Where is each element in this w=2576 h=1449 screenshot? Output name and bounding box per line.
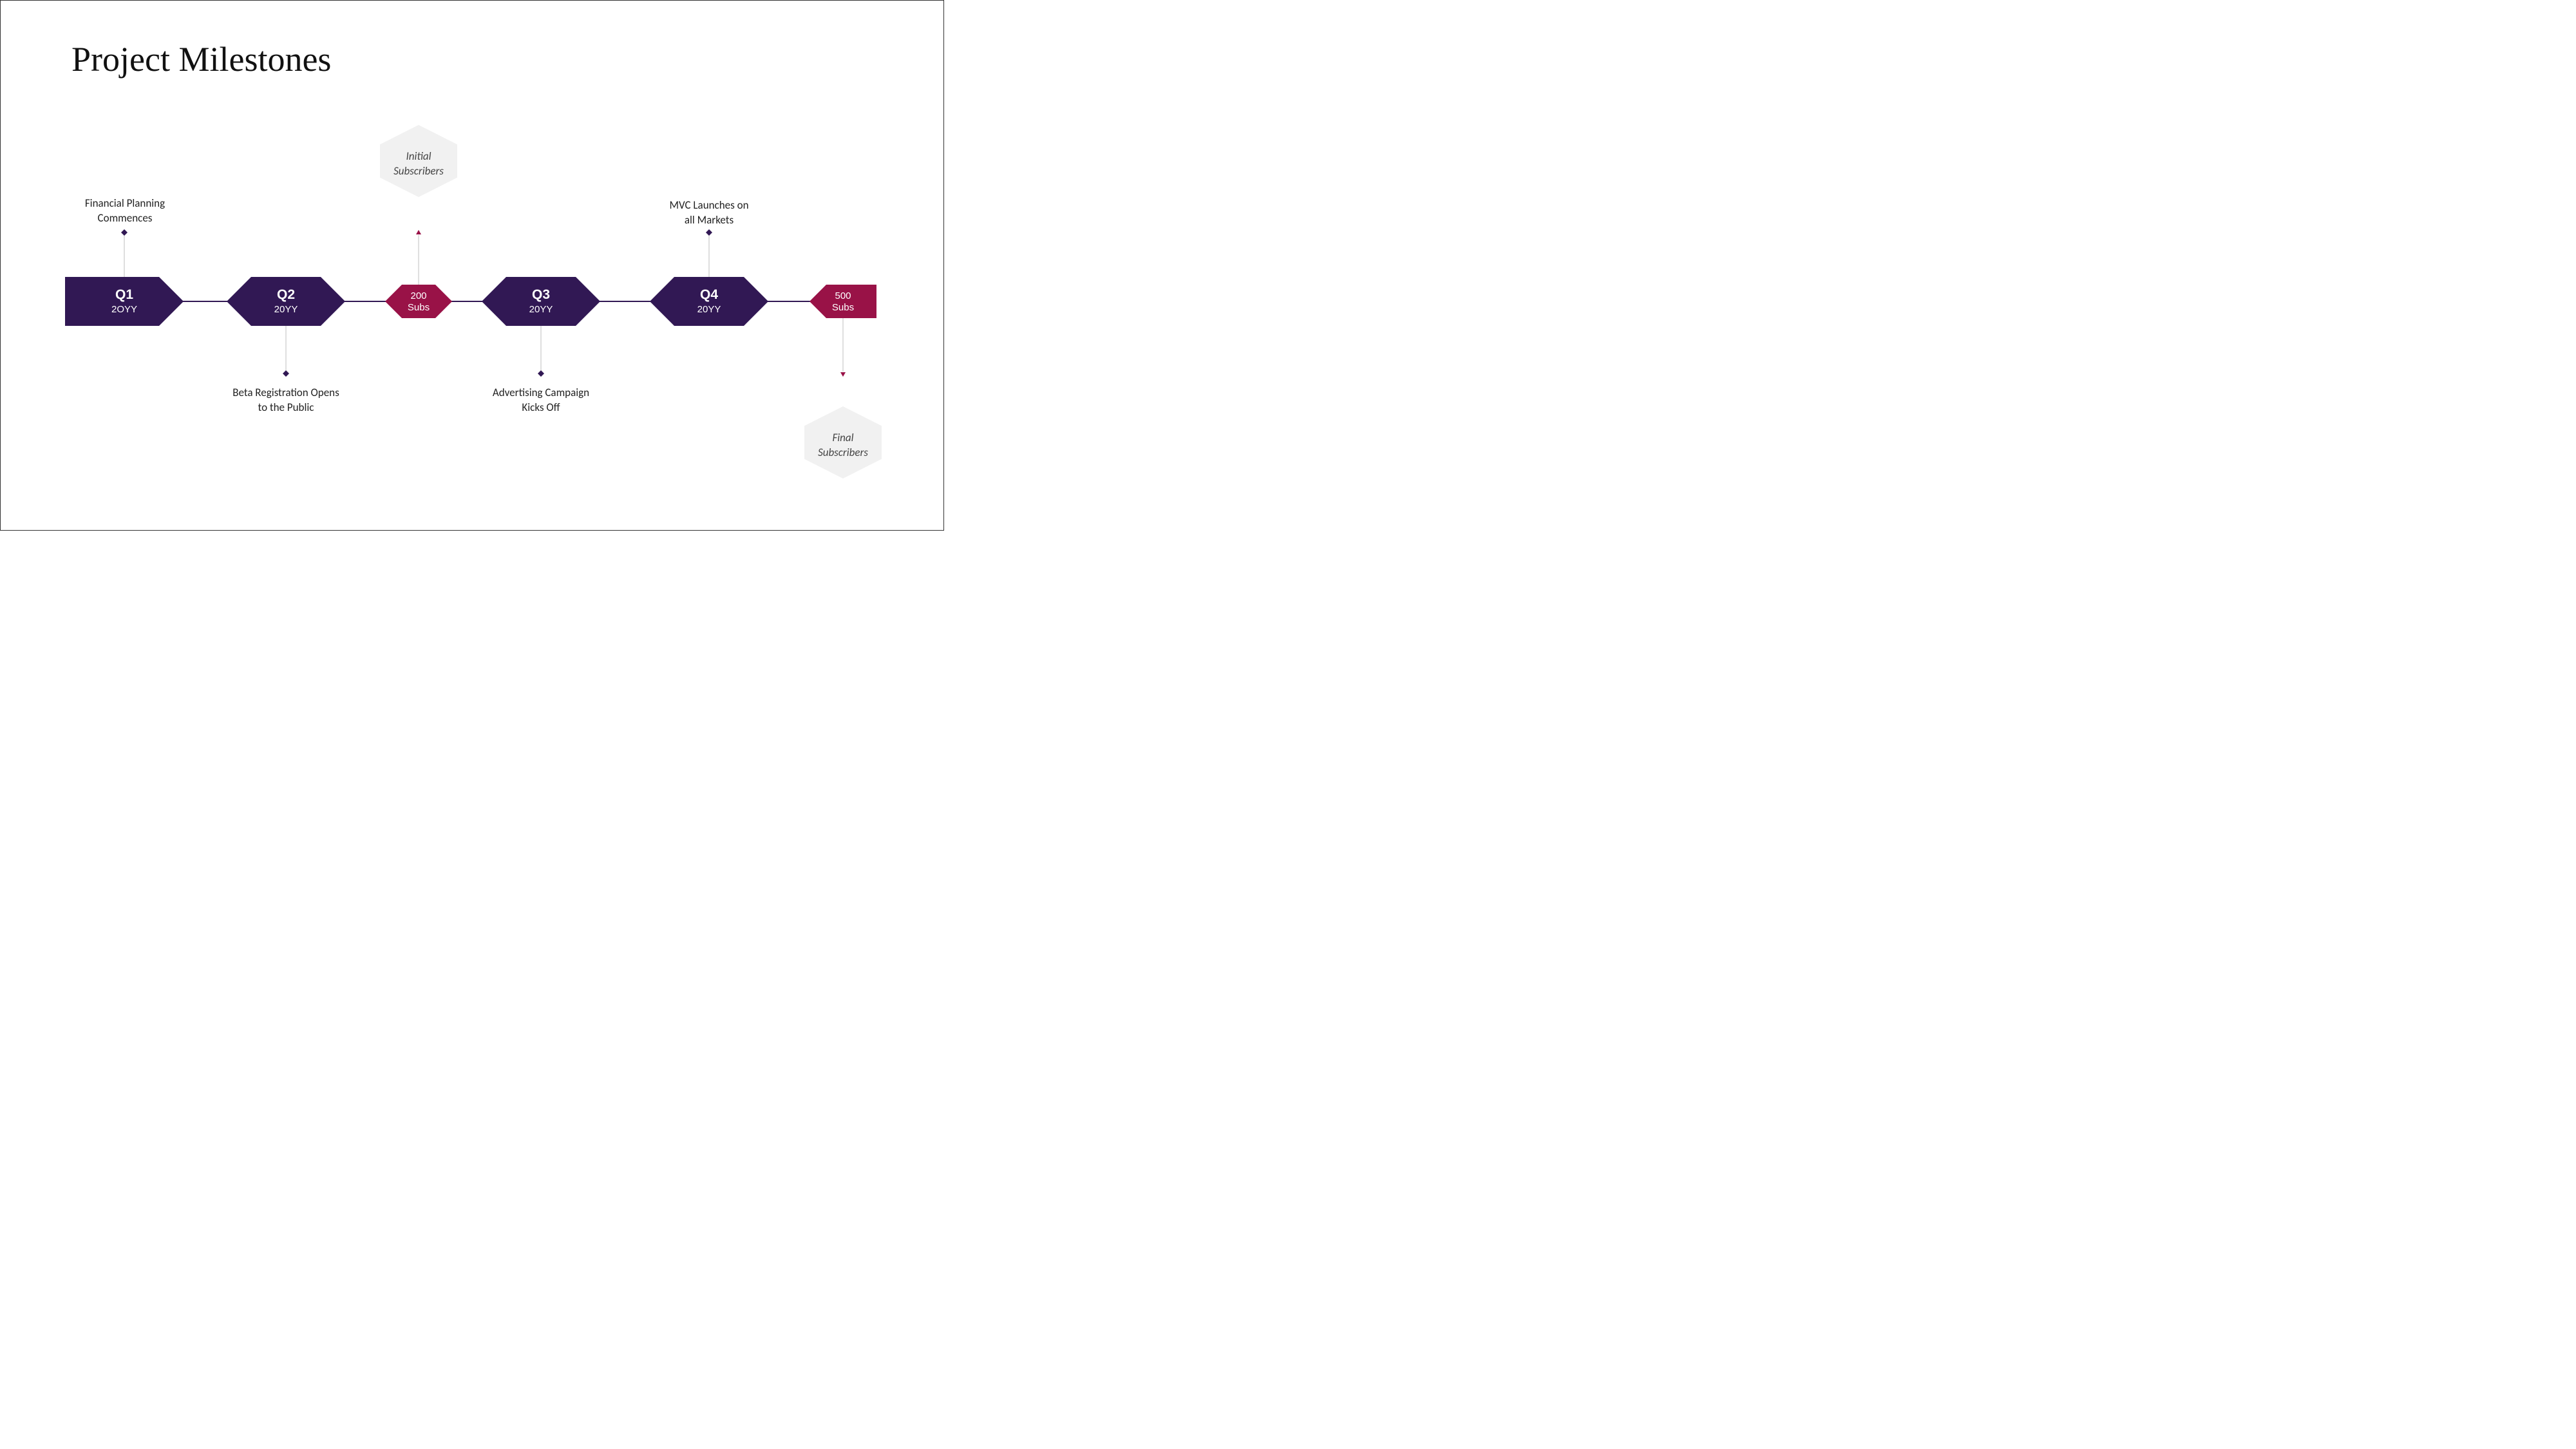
callout-q3-line1: Advertising Campaign [493,386,589,399]
callout-sub200: Initial Subscribers [367,149,470,179]
svg-text:Q4: Q4 [700,287,718,302]
svg-text:Q1: Q1 [115,287,133,302]
callout-sub500-line1: Final [832,431,853,444]
svg-text:2OYY: 2OYY [111,304,137,315]
svg-text:Q2: Q2 [277,287,295,302]
callout-q4-line1: MVC Launches on [669,198,748,212]
callout-q2-line1: Beta Registration Opens [232,386,339,399]
callout-q3-line2: Kicks Off [522,401,560,414]
svg-text:20YY: 20YY [697,304,721,315]
callout-q2-line2: to the Public [258,401,314,414]
svg-text:500: 500 [835,290,851,301]
svg-text:Subs: Subs [832,302,854,313]
callout-sub500: Final Subscribers [791,431,895,460]
callout-sub200-line1: Initial [406,149,431,163]
callout-q3: Advertising Campaign Kicks Off [464,386,618,415]
svg-text:Subs: Subs [408,302,430,313]
callout-q2: Beta Registration Opens to the Public [209,386,363,415]
callout-q1-line2: Commences [98,211,153,225]
callout-q1-line1: Financial Planning [85,196,165,210]
callout-q4-line2: all Markets [685,213,734,227]
slide-canvas: Project Milestones Q12OYYQ220YY200SubsQ3… [0,0,944,531]
callout-sub200-line2: Subscribers [393,164,444,178]
callout-sub500-line2: Subscribers [818,446,868,459]
svg-text:20YY: 20YY [529,304,553,315]
svg-text:20YY: 20YY [274,304,298,315]
svg-text:200: 200 [410,290,426,301]
callout-q4: MVC Launches on all Markets [645,198,773,228]
svg-text:Q3: Q3 [532,287,550,302]
callout-q1: Financial Planning Commences [61,196,189,226]
